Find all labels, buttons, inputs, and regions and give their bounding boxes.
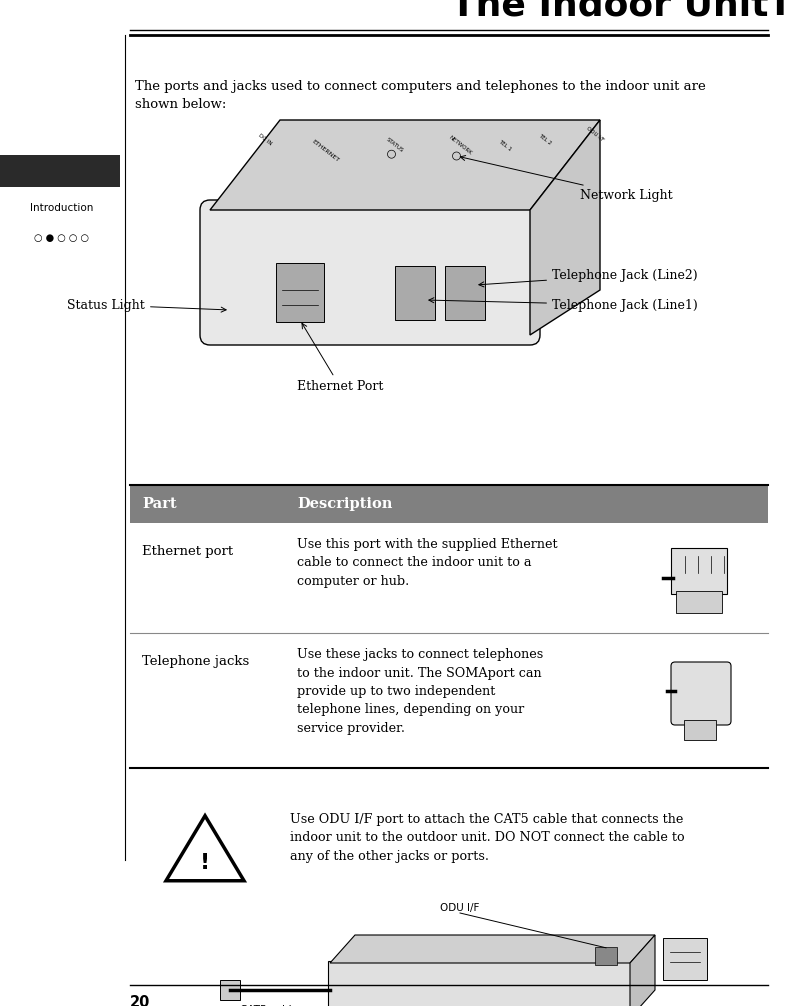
Text: 20: 20: [130, 995, 151, 1006]
Text: Ethernet port: Ethernet port: [142, 545, 233, 558]
Text: DC IN: DC IN: [258, 133, 273, 147]
FancyBboxPatch shape: [663, 938, 707, 980]
Text: Use these jacks to connect telephones
to the indoor unit. The SOMAport can
provi: Use these jacks to connect telephones to…: [297, 648, 543, 735]
Polygon shape: [530, 120, 600, 335]
Text: Network Light: Network Light: [460, 156, 673, 201]
FancyBboxPatch shape: [200, 200, 540, 345]
Text: Introduction: Introduction: [30, 203, 94, 213]
Text: ETHERNET: ETHERNET: [310, 140, 340, 164]
Text: Use ODU I/F port to attach the CAT5 cable that connects the
indoor unit to the o: Use ODU I/F port to attach the CAT5 cabl…: [290, 813, 685, 863]
Polygon shape: [166, 816, 244, 880]
Text: STATUS: STATUS: [385, 137, 404, 154]
Circle shape: [388, 150, 396, 158]
Text: The ports and jacks used to connect computers and telephones to the indoor unit : The ports and jacks used to connect comp…: [135, 80, 706, 111]
Text: Telephone Jack (Line2): Telephone Jack (Line2): [479, 269, 697, 287]
Bar: [595, 947, 617, 965]
FancyBboxPatch shape: [328, 961, 632, 1006]
Circle shape: [452, 152, 460, 160]
FancyBboxPatch shape: [395, 266, 435, 320]
Polygon shape: [210, 120, 600, 210]
Polygon shape: [630, 935, 655, 1006]
FancyBboxPatch shape: [671, 548, 727, 594]
Text: Description: Description: [297, 497, 392, 511]
Bar: [0, 155, 120, 187]
Text: NETWORK: NETWORK: [448, 135, 473, 156]
Text: Telephone Jack (Line1): Telephone Jack (Line1): [429, 298, 697, 312]
Text: !: !: [200, 853, 210, 873]
Text: TEL 2: TEL 2: [537, 133, 552, 146]
Text: T: T: [768, 0, 788, 22]
Text: Telephone jacks: Telephone jacks: [142, 655, 249, 668]
Text: Status Light: Status Light: [67, 299, 226, 312]
Text: Ethernet Port: Ethernet Port: [297, 323, 383, 393]
Text: Use this port with the supplied Ethernet
cable to connect the indoor unit to a
c: Use this port with the supplied Ethernet…: [297, 538, 558, 588]
Text: ODU I/F: ODU I/F: [440, 903, 480, 913]
FancyBboxPatch shape: [671, 662, 731, 725]
FancyBboxPatch shape: [684, 720, 716, 740]
Polygon shape: [330, 935, 655, 963]
Text: Part: Part: [142, 497, 177, 511]
Bar: [220, 981, 240, 1001]
FancyBboxPatch shape: [676, 591, 722, 613]
FancyBboxPatch shape: [276, 263, 324, 322]
FancyBboxPatch shape: [445, 266, 485, 320]
Text: ODU I/F: ODU I/F: [585, 125, 604, 142]
Bar: [130, 485, 768, 523]
Text: The Indoor Unit: The Indoor Unit: [451, 0, 768, 22]
Text: ○ ● ○ ○ ○: ○ ● ○ ○ ○: [35, 233, 90, 243]
Text: TEL 1: TEL 1: [497, 139, 512, 152]
